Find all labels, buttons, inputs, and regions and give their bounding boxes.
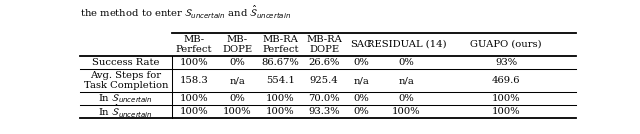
Text: 100%: 100% [180,94,209,103]
Text: 0%: 0% [353,107,369,116]
Text: the method to enter $\mathcal{S}_{uncertain}$ and $\hat{\mathcal{S}}_{uncertain}: the method to enter $\mathcal{S}_{uncert… [80,4,291,21]
Text: Avg. Steps for
Task Completion: Avg. Steps for Task Completion [84,71,168,90]
Text: In $\mathcal{S}_{uncertain}$: In $\mathcal{S}_{uncertain}$ [99,92,154,105]
Text: 925.4: 925.4 [310,76,339,85]
Text: n/a: n/a [353,76,369,85]
Text: 100%: 100% [266,107,294,116]
Text: 100%: 100% [492,107,520,116]
Text: 469.6: 469.6 [492,76,520,85]
Text: Success Rate: Success Rate [92,58,159,67]
Text: 0%: 0% [399,94,414,103]
Text: 100%: 100% [266,94,294,103]
Text: 100%: 100% [392,107,420,116]
Text: SAC: SAC [350,40,372,49]
Text: 0%: 0% [230,94,245,103]
Text: 158.3: 158.3 [180,76,209,85]
Text: 100%: 100% [223,107,252,116]
Text: MB-RA
Perfect: MB-RA Perfect [262,35,299,54]
Text: MB-
Perfect: MB- Perfect [176,35,212,54]
Text: 0%: 0% [353,94,369,103]
Text: In $\hat{\mathcal{S}}_{uncertain}$: In $\hat{\mathcal{S}}_{uncertain}$ [99,103,154,120]
Text: 93%: 93% [495,58,517,67]
Text: RESIDUAL (14): RESIDUAL (14) [367,40,446,49]
Text: 86.67%: 86.67% [262,58,300,67]
Text: 100%: 100% [492,94,520,103]
Text: n/a: n/a [399,76,414,85]
Text: 26.6%: 26.6% [308,58,340,67]
Text: 70.0%: 70.0% [308,94,340,103]
Text: 93.3%: 93.3% [308,107,340,116]
Text: 100%: 100% [180,58,209,67]
Text: MB-
DOPE: MB- DOPE [223,35,253,54]
Text: MB-RA
DOPE: MB-RA DOPE [306,35,342,54]
Text: 0%: 0% [230,58,245,67]
Text: GUAPO (ours): GUAPO (ours) [470,40,542,49]
Text: 100%: 100% [180,107,209,116]
Text: 0%: 0% [399,58,414,67]
Text: n/a: n/a [230,76,245,85]
Text: 554.1: 554.1 [266,76,295,85]
Text: 0%: 0% [353,58,369,67]
